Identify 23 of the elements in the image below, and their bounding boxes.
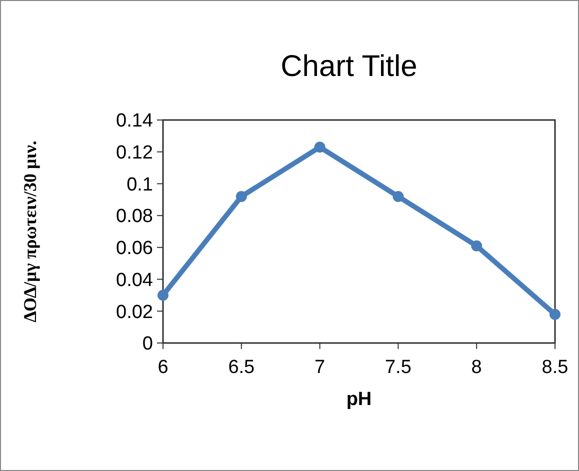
point <box>392 190 404 202</box>
y-tick-label: 0.12 <box>116 142 153 164</box>
y-tick-label: 0.04 <box>116 270 154 291</box>
x-tick-label: 8.5 <box>542 357 568 378</box>
x-tick-label: 7 <box>314 357 326 378</box>
chart-title: Chart Title <box>280 50 418 83</box>
point <box>471 240 482 252</box>
point <box>236 190 247 202</box>
x-tick-label: 7.5 <box>384 357 412 378</box>
y-tick-label: 0.08 <box>116 206 153 228</box>
y-tick-label: 0.14 <box>116 110 154 132</box>
x-tick-label: 6.5 <box>228 357 255 378</box>
point <box>550 308 560 320</box>
point <box>158 290 168 301</box>
point <box>314 142 326 153</box>
y-axis-title: ΔΟΔ/μγ πρωτειν/30 μιν. <box>20 140 40 322</box>
x-axis-title: pH <box>346 389 372 410</box>
y-tick-label: 0.02 <box>116 302 153 323</box>
y-tick-label: 0.1 <box>126 174 153 196</box>
y-tick-label: 0 <box>142 334 153 355</box>
y-tick-label: 0.06 <box>116 238 153 260</box>
x-tick-label: 6 <box>158 357 168 378</box>
x-tick-label: 8 <box>471 357 482 378</box>
